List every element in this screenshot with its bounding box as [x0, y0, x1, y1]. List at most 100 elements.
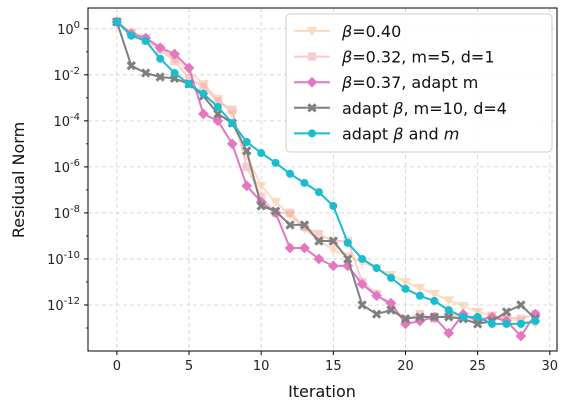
data-point [169, 48, 180, 60]
x-axis-label: Iteration [288, 382, 356, 401]
plot-frame [87, 7, 558, 352]
y-axis-label: Residual Norm [9, 122, 28, 238]
data-point [156, 54, 165, 63]
x-tick-label: 10 [253, 359, 270, 374]
legend-entry: β=0.32, m=5, d=1 [294, 48, 495, 67]
data-point [226, 138, 238, 150]
data-point [270, 206, 281, 216]
data-point [327, 245, 339, 255]
data-point [185, 79, 194, 88]
data-point [371, 290, 382, 302]
data-point [357, 300, 367, 310]
data-point [372, 264, 381, 273]
data-point [183, 62, 195, 74]
legend-box [285, 13, 553, 153]
data-point [328, 236, 338, 246]
legend-marker [307, 129, 316, 138]
legend-entry: β=0.37, adapt m [294, 73, 478, 92]
data-point [170, 68, 179, 77]
data-point [516, 319, 525, 328]
y-tick-label: 10-4 [53, 112, 80, 130]
data-point [313, 253, 325, 265]
data-point [286, 169, 295, 178]
data-point [228, 119, 237, 128]
data-point [515, 330, 527, 342]
data-point [127, 31, 136, 40]
data-point [212, 115, 224, 127]
y-tick-label: 10-6 [53, 158, 80, 176]
data-point [154, 42, 166, 54]
data-point [516, 300, 526, 310]
x-tick-label: 25 [469, 359, 486, 374]
data-point [387, 273, 396, 282]
data-point [126, 60, 136, 71]
data-point [285, 208, 295, 218]
data-point [473, 313, 482, 322]
legend-marker [307, 103, 317, 113]
data-point [343, 238, 352, 247]
data-point [256, 201, 266, 211]
legend-swatch [294, 26, 330, 37]
data-point [386, 305, 396, 315]
x-tick-label: 30 [542, 359, 559, 374]
legend-label: adapt β, m=10, d=4 [342, 99, 507, 118]
data-point [329, 201, 338, 210]
y-tick-label: 10-12 [47, 296, 80, 314]
data-point [285, 220, 295, 230]
data-point [284, 242, 296, 254]
data-point [385, 297, 397, 309]
legend-swatch [294, 103, 330, 113]
data-point [443, 327, 455, 339]
data-point [300, 178, 309, 187]
y-tick-label: 10-10 [47, 250, 80, 268]
data-point [502, 319, 511, 328]
data-point [444, 312, 454, 322]
y-tick-label: 10-2 [53, 66, 80, 84]
data-point [415, 291, 424, 300]
data-point [257, 149, 266, 158]
legend-marker [306, 76, 318, 88]
data-point [415, 312, 425, 322]
data-point [270, 197, 282, 208]
data-point [199, 89, 208, 98]
legend-entry: adapt β and m [294, 124, 459, 143]
x-tick-label: 0 [113, 359, 121, 374]
legend-swatch [294, 52, 330, 61]
data-point [429, 312, 439, 322]
data-point [472, 307, 484, 318]
x-tick-label: 15 [325, 359, 342, 374]
data-point [428, 289, 440, 300]
legend-label: β=0.32, m=5, d=1 [341, 48, 495, 67]
data-point [213, 102, 222, 111]
data-point [414, 283, 426, 294]
data-point [255, 181, 267, 192]
data-point [399, 277, 411, 288]
data-point [314, 236, 324, 246]
legend: β=0.40 β=0.32, m=5, d=1 β=0.37, adapt m ada… [285, 13, 553, 153]
data-point [371, 309, 382, 319]
legend-label: adapt β and m [342, 124, 459, 143]
data-point [430, 296, 439, 305]
legend-entry: adapt β, m=10, d=4 [294, 99, 507, 118]
data-point [314, 188, 323, 197]
data-point [299, 220, 310, 230]
data-point [242, 138, 251, 147]
data-point [141, 36, 150, 45]
data-point [198, 108, 209, 120]
data-point [401, 284, 410, 293]
data-point [358, 254, 367, 263]
legend-swatch [294, 76, 330, 88]
legend-entry: β=0.40 [294, 22, 401, 41]
x-tick-label: 5 [185, 359, 193, 374]
data-point [314, 229, 324, 239]
data-point [155, 72, 165, 82]
plot-series [111, 16, 541, 342]
data-point [112, 17, 121, 26]
axis-ticks: 0 5 10 15 20 25 30 100 10-2 10-4 10-6 10-8 10-10 10-1… [47, 20, 558, 374]
data-point [199, 82, 208, 92]
data-point [457, 302, 469, 312]
data-point [242, 146, 252, 156]
data-point [271, 158, 280, 167]
data-point [356, 278, 368, 290]
